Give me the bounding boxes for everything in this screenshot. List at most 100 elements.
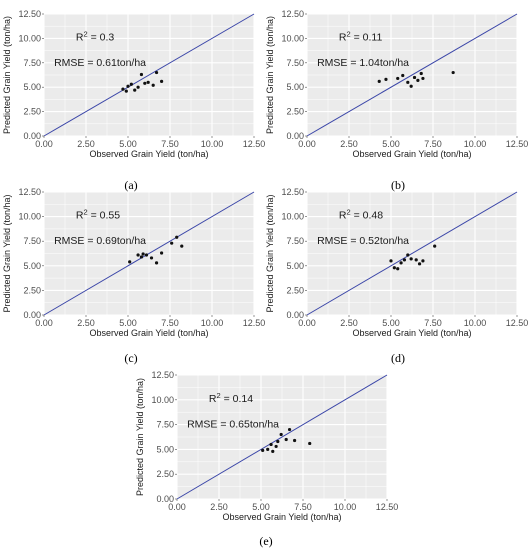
y-tick-label: 7.50 (286, 58, 304, 68)
data-point (419, 71, 423, 76)
x-tick-label: 7.50 (424, 139, 442, 149)
x-tick-label: 0.00 (298, 139, 316, 149)
rmse-annotation: RMSE = 0.69ton/ha (54, 235, 146, 247)
y-tick-label: 5.00 (156, 444, 174, 454)
x-tick-label: 2.50 (340, 318, 358, 328)
data-point (175, 235, 179, 239)
x-axis-label: Observed Grain Yield (ton/ha) (352, 328, 471, 338)
r-squared-superscript: 2 (347, 29, 351, 38)
rmse-annotation: RMSE = 0.65ton/ha (187, 419, 279, 431)
y-axis-label: Predicted Grain Yield (ton/ha) (2, 194, 12, 312)
data-point (389, 259, 393, 263)
data-point (293, 438, 297, 443)
y-tick-label: 5.00 (286, 82, 304, 92)
data-point (421, 76, 425, 81)
x-tick-label: 12.50 (376, 502, 399, 512)
y-tick-label: 7.50 (156, 420, 174, 430)
data-point (416, 78, 420, 82)
chart-panel-2: 0.000.00 2.50 2.50 5.00 5.00 7.50 7.50 10.00 10.… (265, 9, 528, 192)
reference-line-1-1 (43, 191, 255, 316)
data-point (266, 447, 270, 451)
data-point (271, 449, 275, 453)
data-point (170, 241, 174, 245)
data-point (396, 76, 400, 81)
x-tick-label: 2.50 (77, 318, 95, 328)
r-squared-value: = 0.48 (351, 210, 384, 222)
x-tick-label: 5.00 (119, 318, 137, 328)
data-point (261, 448, 265, 452)
r-squared-symbol: R (339, 31, 347, 43)
data-point (269, 442, 273, 447)
r-squared-symbol: R (76, 31, 84, 43)
data-point (154, 261, 159, 265)
r-squared-symbol: R (209, 393, 217, 405)
data-point (287, 427, 292, 432)
data-point (180, 244, 184, 248)
panel-label: (c) (124, 351, 137, 365)
data-point (308, 441, 312, 446)
reference-line-1-1 (43, 13, 255, 137)
panel-label: (b) (391, 178, 405, 192)
data-point (392, 266, 396, 270)
y-tick-label: 0.00 (286, 131, 304, 141)
panel-label: (d) (391, 351, 405, 365)
x-axis-label: Observed Grain Yield (ton/ha) (222, 512, 341, 522)
y-tick-label: 7.50 (23, 58, 41, 68)
y-tick-label: 12.50 (281, 9, 304, 19)
r-squared-superscript: 2 (84, 208, 88, 217)
x-axis-label: Observed Grain Yield (ton/ha) (89, 149, 208, 159)
y-tick-label: 7.50 (286, 236, 304, 246)
chart-panel-4: 0.000.00 2.50 2.50 5.00 5.00 7.50 7.50 10.00 10.… (265, 187, 528, 365)
x-tick-label: 0.00 (35, 318, 53, 328)
panel-label: (a) (124, 178, 137, 192)
reference-line-1-1 (306, 191, 518, 316)
data-point (412, 75, 417, 80)
y-tick-label: 5.00 (23, 82, 41, 92)
data-point (149, 256, 154, 260)
y-axis-label: Predicted Grain Yield (ton/ha) (135, 378, 145, 496)
data-point (139, 255, 144, 259)
x-tick-label: 10.00 (334, 502, 357, 512)
y-tick-label: 10.00 (151, 395, 174, 405)
x-tick-label: 12.50 (243, 139, 266, 149)
data-point (133, 88, 137, 92)
data-point (284, 437, 288, 442)
y-tick-label: 12.50 (151, 370, 174, 380)
x-tick-label: 5.00 (119, 139, 137, 149)
data-point (409, 257, 413, 261)
y-axis-label: Predicted Grain Yield (ton/ha) (2, 16, 12, 134)
y-tick-label: 2.50 (286, 107, 304, 117)
r-squared-annotation: R2 = 0.3 (76, 29, 114, 43)
r-squared-annotation: R2 = 0.14 (209, 391, 253, 405)
data-point (160, 251, 164, 255)
chart-panel-3: 0.000.00 2.50 2.50 5.00 5.00 7.50 7.50 10.00 10.… (2, 187, 265, 365)
chart-panel-1: 0.000.00 2.50 2.50 5.00 5.00 7.50 7.50 10.00 10.… (2, 9, 265, 192)
data-point (154, 70, 159, 75)
x-tick-label: 2.50 (210, 502, 228, 512)
r-squared-value: = 0.3 (88, 31, 115, 43)
data-point (399, 261, 403, 265)
data-point (121, 87, 125, 91)
y-tick-label: 2.50 (286, 285, 304, 295)
r-squared-superscript: 2 (84, 29, 88, 38)
x-tick-label: 5.00 (252, 502, 270, 512)
y-tick-label: 12.50 (281, 187, 304, 197)
r-squared-value: = 0.11 (351, 31, 383, 43)
x-tick-label: 0.00 (168, 502, 186, 512)
data-point (160, 79, 164, 83)
r-squared-symbol: R (339, 210, 347, 222)
data-point (433, 244, 437, 248)
x-tick-label: 0.00 (35, 139, 53, 149)
r-squared-annotation: R2 = 0.55 (76, 208, 120, 222)
y-tick-label: 12.50 (18, 187, 41, 197)
r-squared-symbol: R (76, 210, 84, 222)
r-squared-superscript: 2 (347, 208, 351, 217)
data-point (144, 253, 149, 257)
data-point (421, 259, 425, 263)
reference-line-1-1 (306, 13, 518, 137)
data-point (409, 84, 413, 88)
data-point (417, 262, 422, 266)
data-point (128, 260, 132, 264)
y-axis-label: Predicted Grain Yield (ton/ha) (265, 16, 275, 134)
